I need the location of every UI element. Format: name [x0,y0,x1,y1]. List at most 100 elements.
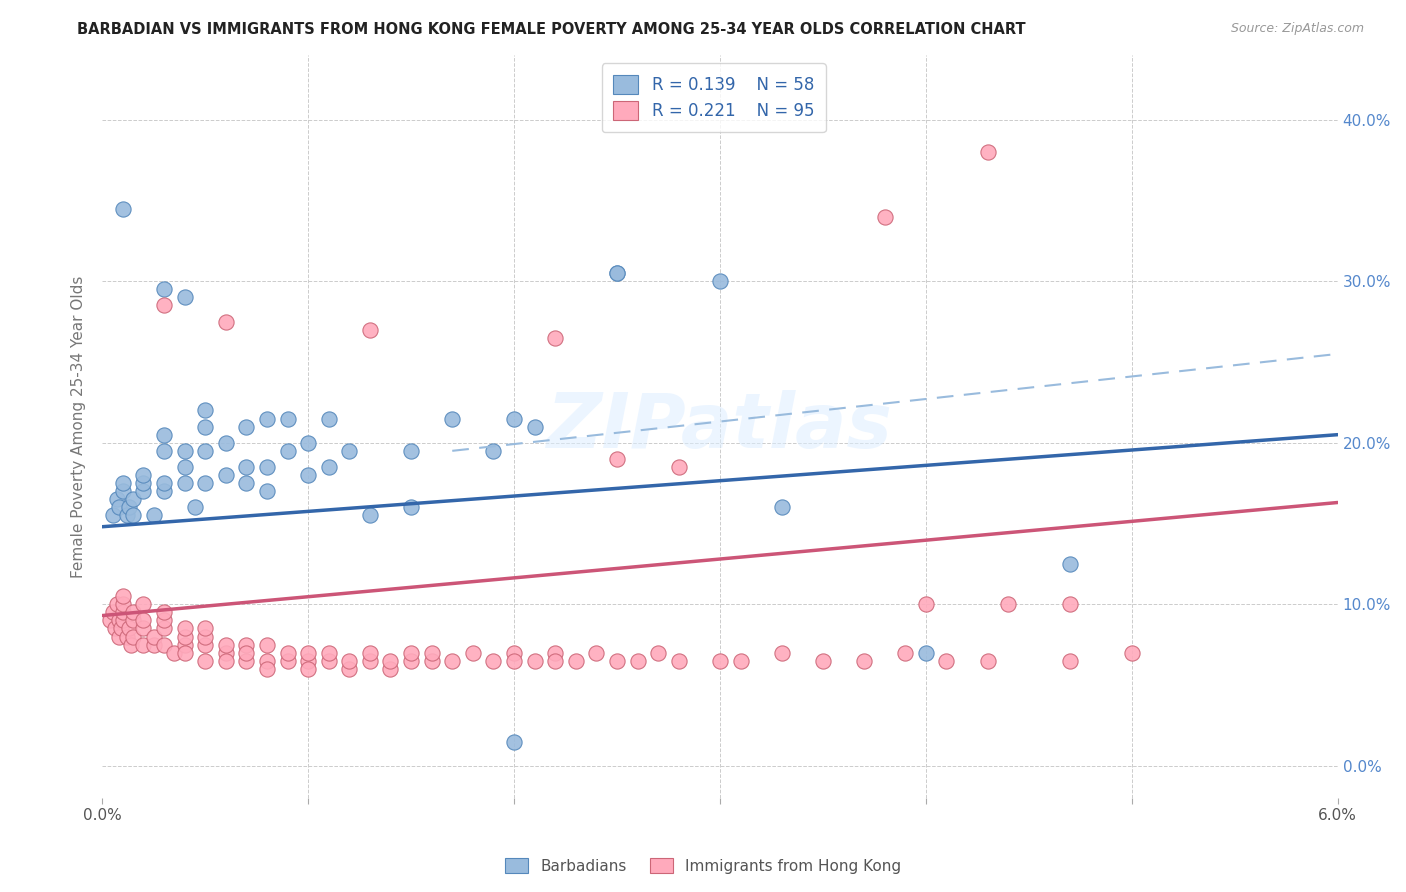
Point [523,654,546,668]
Point [153,614,176,628]
Point [122,614,145,628]
Point [770,500,793,515]
Point [523,419,546,434]
Point [235,476,257,491]
Point [503,654,526,668]
Point [337,654,360,668]
Point [173,638,195,652]
Point [359,323,381,337]
Point [668,460,690,475]
Point [853,654,876,668]
Point [235,419,257,434]
Point [194,476,217,491]
Point [132,597,155,611]
Point [318,460,340,475]
Text: ZIPatlas: ZIPatlas [547,390,893,464]
Point [173,630,195,644]
Point [318,646,340,660]
Point [194,419,217,434]
Point [173,646,195,660]
Point [399,646,422,660]
Point [163,646,186,660]
Point [297,435,319,450]
Point [111,484,134,499]
Point [122,508,145,523]
Point [194,622,217,636]
Text: Source: ZipAtlas.com: Source: ZipAtlas.com [1230,22,1364,36]
Point [461,646,484,660]
Point [132,468,155,483]
Point [122,605,145,619]
Point [215,468,238,483]
Point [297,662,319,676]
Point [215,638,238,652]
Point [399,443,422,458]
Point [359,508,381,523]
Point [914,646,936,660]
Point [194,638,217,652]
Point [544,646,567,660]
Point [276,443,298,458]
Point [626,654,648,668]
Point [709,654,731,668]
Point [101,605,124,619]
Point [107,630,129,644]
Point [503,734,526,748]
Point [482,443,505,458]
Point [153,605,176,619]
Point [399,500,422,515]
Point [276,646,298,660]
Point [153,622,176,636]
Point [256,411,278,425]
Point [976,145,998,159]
Point [297,646,319,660]
Point [420,646,443,660]
Point [153,298,176,312]
Point [894,646,917,660]
Point [122,492,145,507]
Point [997,597,1019,611]
Point [100,614,122,628]
Point [256,638,278,652]
Point [173,460,195,475]
Point [359,654,381,668]
Point [173,476,195,491]
Point [337,443,360,458]
Point [184,500,207,515]
Point [647,646,669,660]
Point [668,654,690,668]
Point [235,460,257,475]
Point [318,654,340,668]
Point [503,646,526,660]
Text: BARBADIAN VS IMMIGRANTS FROM HONG KONG FEMALE POVERTY AMONG 25-34 YEAR OLDS CORR: BARBADIAN VS IMMIGRANTS FROM HONG KONG F… [77,22,1026,37]
Legend: R = 0.139    N = 58, R = 0.221    N = 95: R = 0.139 N = 58, R = 0.221 N = 95 [602,63,825,132]
Point [256,654,278,668]
Point [194,630,217,644]
Point [120,638,142,652]
Point [256,662,278,676]
Point [380,662,402,676]
Point [103,622,125,636]
Point [1059,597,1081,611]
Point [132,484,155,499]
Point [976,654,998,668]
Point [337,662,360,676]
Point [235,638,257,652]
Point [380,654,402,668]
Point [111,476,134,491]
Point [914,597,936,611]
Point [873,210,896,224]
Point [111,614,134,628]
Point [132,622,155,636]
Point [1121,646,1143,660]
Point [276,654,298,668]
Point [318,411,340,425]
Point [297,468,319,483]
Point [107,500,129,515]
Point [111,202,134,216]
Y-axis label: Female Poverty Among 25-34 Year Olds: Female Poverty Among 25-34 Year Olds [72,276,86,578]
Point [730,654,752,668]
Point [215,315,238,329]
Point [1059,557,1081,571]
Point [153,476,176,491]
